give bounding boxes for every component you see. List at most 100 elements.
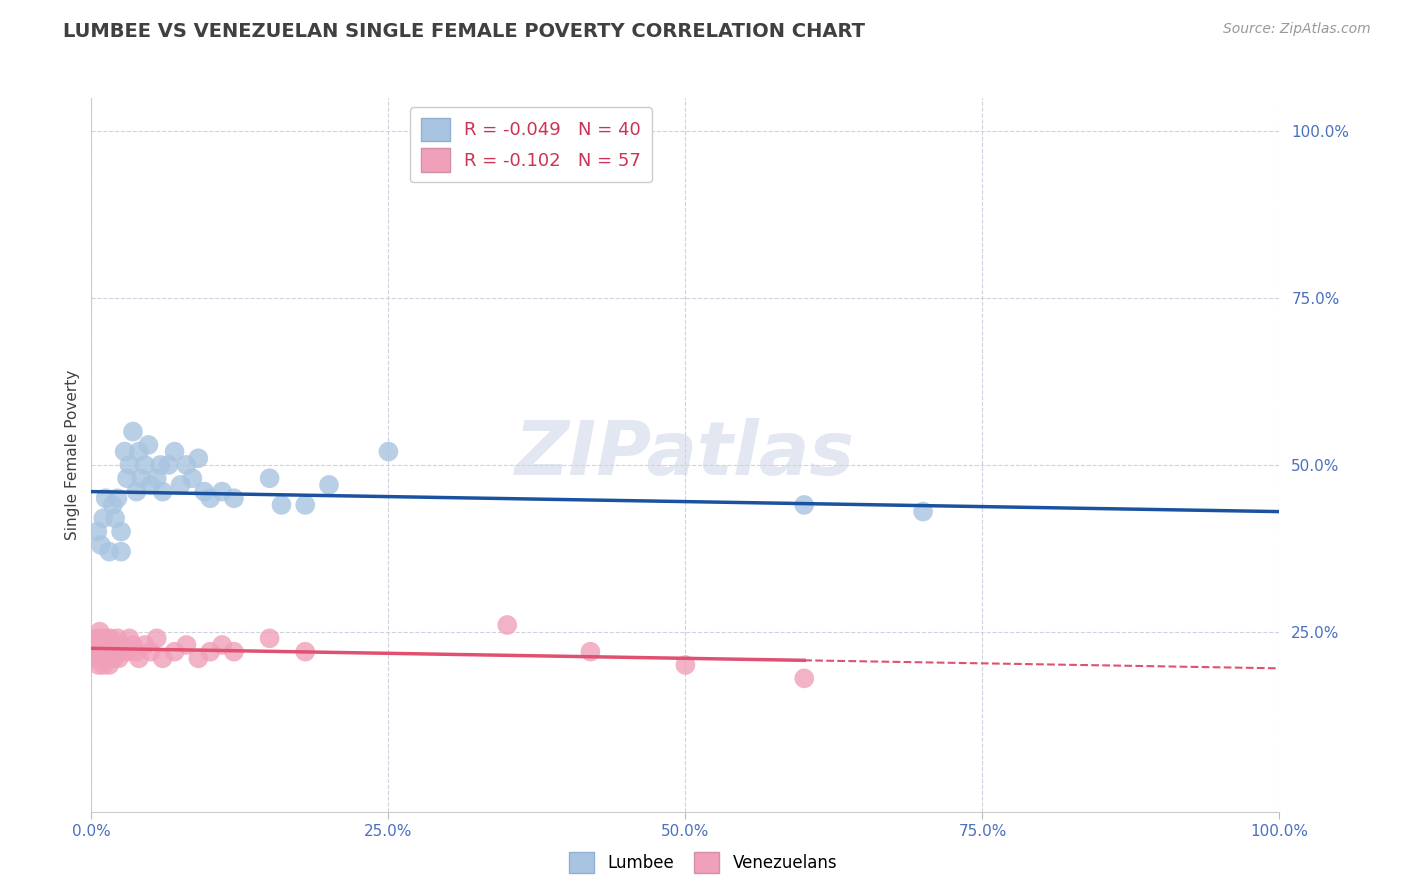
Point (211, 638, 233, 652)
Point (134, 638, 156, 652)
Point (84, 651, 107, 665)
Point (122, 425, 145, 439)
Point (181, 471, 204, 485)
Point (115, 471, 138, 485)
Point (118, 632, 141, 646)
Legend: R = -0.049   N = 40, R = -0.102   N = 57: R = -0.049 N = 40, R = -0.102 N = 57 (411, 107, 652, 183)
Point (100, 632, 122, 646)
Point (122, 638, 145, 652)
Point (83, 645, 105, 659)
Point (149, 458, 172, 472)
Point (97, 645, 120, 659)
Point (193, 484, 215, 499)
Point (107, 491, 129, 506)
Point (145, 471, 167, 485)
Point (138, 438, 160, 452)
Point (100, 645, 122, 659)
Point (89, 624, 111, 639)
Point (110, 524, 132, 539)
Point (169, 478, 191, 492)
Text: LUMBEE VS VENEZUELAN SINGLE FEMALE POVERTY CORRELATION CHART: LUMBEE VS VENEZUELAN SINGLE FEMALE POVER… (63, 22, 865, 41)
Point (259, 471, 281, 485)
Point (294, 498, 316, 512)
Point (222, 645, 245, 659)
Point (176, 458, 198, 472)
Point (93, 651, 115, 665)
Point (139, 478, 162, 492)
Point (103, 651, 125, 665)
Point (294, 645, 316, 659)
Point (101, 638, 124, 652)
Point (104, 638, 127, 652)
Point (793, 498, 815, 512)
Point (105, 645, 128, 659)
Legend: Lumbee, Venezuelans: Lumbee, Venezuelans (562, 846, 844, 880)
Text: ZIPatlas: ZIPatlas (516, 418, 855, 491)
Point (793, 671, 815, 685)
Point (318, 478, 340, 492)
Point (114, 444, 136, 458)
Point (128, 444, 150, 458)
Point (94, 645, 117, 659)
Point (104, 511, 127, 525)
Point (139, 645, 162, 659)
Point (176, 638, 198, 652)
Point (96, 651, 118, 665)
Point (110, 544, 132, 558)
Point (93, 645, 115, 659)
Point (86, 645, 108, 659)
Point (128, 651, 150, 665)
Point (911, 505, 934, 519)
Point (98, 544, 121, 558)
Point (94, 638, 117, 652)
Point (211, 484, 233, 499)
Point (101, 498, 124, 512)
Point (496, 618, 519, 632)
Point (97, 638, 120, 652)
Point (107, 632, 129, 646)
Point (200, 491, 222, 506)
Point (270, 498, 292, 512)
Point (110, 638, 132, 652)
Point (89, 645, 111, 659)
Point (377, 444, 399, 458)
Point (134, 458, 156, 472)
Point (91, 511, 114, 525)
Point (112, 645, 135, 659)
Point (145, 632, 167, 646)
Point (152, 651, 174, 665)
Point (91, 645, 114, 659)
Point (107, 651, 129, 665)
Point (125, 645, 148, 659)
Point (87, 658, 110, 673)
Text: Source: ZipAtlas.com: Source: ZipAtlas.com (1223, 22, 1371, 37)
Point (84, 638, 107, 652)
Point (673, 658, 696, 673)
Point (115, 645, 138, 659)
Point (100, 645, 122, 659)
Point (98, 638, 121, 652)
Point (98, 658, 121, 673)
Point (87, 638, 110, 652)
Point (125, 484, 148, 499)
Point (91, 658, 114, 673)
Point (91, 638, 114, 652)
Point (200, 645, 222, 659)
Y-axis label: Single Female Poverty: Single Female Poverty (65, 370, 80, 540)
Point (90, 538, 112, 552)
Point (118, 458, 141, 472)
Point (90, 638, 112, 652)
Point (187, 451, 209, 466)
Point (96, 632, 118, 646)
Point (94, 491, 117, 506)
Point (163, 444, 186, 458)
Point (90, 651, 112, 665)
Point (129, 471, 152, 485)
Point (259, 632, 281, 646)
Point (187, 651, 209, 665)
Point (91, 632, 114, 646)
Point (163, 645, 186, 659)
Point (86, 632, 108, 646)
Point (152, 484, 174, 499)
Point (157, 458, 180, 472)
